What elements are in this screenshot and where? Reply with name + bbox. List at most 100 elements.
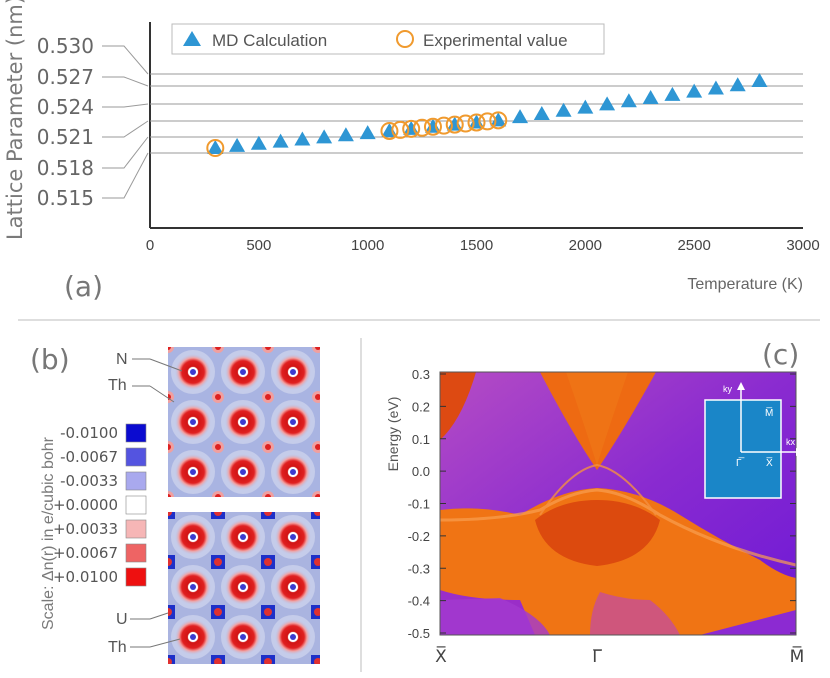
experimental-point [434, 116, 453, 135]
experimental-point [206, 139, 225, 157]
panel-a: Lattice Parameter (nm) 0.5300.5270.5240.… [3, 0, 820, 303]
scale-value: +0.0067 [53, 544, 118, 562]
md-point [686, 83, 703, 98]
panel-a-legend: MD Calculation Experimental value [171, 23, 605, 55]
md-point [533, 105, 550, 120]
md-point [359, 125, 376, 140]
scale-swatch [125, 471, 147, 491]
legend-md-marker-icon [183, 31, 201, 46]
legend-exp-label: Experimental value [423, 31, 568, 50]
atom-label-u: U [116, 611, 128, 628]
panel-c-xtick: Γ̅ [592, 647, 602, 667]
panel-c-ytick: 0.1 [412, 432, 430, 447]
experimental-point [380, 121, 399, 140]
legend-md-label: MD Calculation [212, 31, 327, 50]
inset-gamma-label: Γ̅ [736, 457, 745, 469]
panel-a-xlabel: Temperature (K) [687, 276, 803, 293]
experimental-point [445, 115, 464, 134]
inset-m-label: M̅ [765, 407, 773, 419]
atom-label-n: N [116, 351, 128, 368]
leader-line [102, 152, 149, 199]
xtick-label: 1500 [460, 237, 493, 254]
panel-b: (b) Scale: Δn(r) in e/cubic bohr -0.0100… [30, 343, 320, 664]
md-point [337, 127, 354, 142]
scale-swatch [125, 495, 147, 515]
panel-c-ytick: -0.4 [408, 594, 430, 609]
ky-arrow-icon [737, 382, 745, 390]
panel-b-color-scale: -0.0100 -0.0067 -0.0033 +0.0000 +0.0033 +0.00… [53, 423, 147, 587]
xtick-label: 0 [146, 237, 154, 254]
leader-line [102, 103, 149, 108]
scale-swatch [125, 519, 147, 539]
experimental-point [456, 114, 475, 133]
panel-a-ytick-labels: 0.530 0.527 0.524 0.521 0.518 0.515 [37, 34, 94, 210]
leader-line [102, 136, 149, 169]
leader-line [102, 76, 149, 87]
panel-c-ytick: -0.5 [408, 626, 430, 641]
md-point [512, 109, 529, 124]
md-point [642, 90, 659, 105]
leader-line [102, 120, 149, 138]
scale-swatch [125, 543, 147, 563]
panel-a-ylabel: Lattice Parameter (nm) [3, 0, 27, 240]
panel-c-ytick: -0.2 [408, 529, 430, 544]
ytick-label: 0.515 [37, 186, 94, 210]
atom-label-th-bottom: Th [108, 639, 127, 656]
band-structure-map [440, 372, 796, 635]
panel-c-ytick: 0.2 [412, 399, 430, 414]
scale-swatch [125, 423, 147, 443]
inset-x-label: X̅ [766, 457, 773, 469]
panel-b-scale-label: Scale: Δn(r) in e/cubic bohr [40, 436, 57, 630]
scale-value: +0.0100 [53, 568, 118, 586]
leader-line [102, 45, 149, 75]
xtick-label: 2500 [677, 237, 710, 254]
experimental-point [391, 120, 410, 139]
ytick-label: 0.530 [37, 34, 94, 58]
experimental-point [478, 112, 497, 131]
legend-exp-marker-icon [396, 30, 414, 48]
experimental-point [413, 118, 432, 137]
panel-c: (c) Energy (eV) 0.30.20.10.0-0.1-0.2-0 [385, 338, 804, 667]
md-point [577, 99, 594, 114]
panel-c-ytick: 0.0 [412, 464, 430, 479]
kx-arrow-icon [796, 448, 804, 456]
md-point [207, 140, 224, 154]
experimental-series [206, 111, 508, 157]
scale-value: -0.0100 [60, 424, 118, 442]
bottom-charge-density-map [168, 512, 320, 664]
panel-c-ytick: 0.3 [412, 367, 430, 382]
scale-swatch [125, 567, 147, 587]
panel-c-xtick: X̅ [435, 645, 447, 667]
experimental-point [402, 119, 421, 138]
ytick-label: 0.521 [37, 125, 94, 149]
xtick-label: 2000 [569, 237, 602, 254]
xtick-label: 1000 [351, 237, 384, 254]
panel-b-tag: (b) [30, 343, 70, 376]
md-point [751, 73, 768, 87]
experimental-point [423, 117, 442, 136]
md-point [294, 131, 311, 146]
panel-c-ytick: -0.3 [408, 561, 430, 576]
panel-c-tag: (c) [762, 338, 799, 371]
experimental-point [489, 111, 508, 130]
panel-a-tag: (a) [64, 270, 103, 303]
md-point [664, 86, 681, 101]
panel-c-ylabel: Energy (eV) [385, 397, 401, 472]
md-point [599, 96, 616, 111]
panel-c-xtick-labels: X̅ Γ̅ M̅ [435, 645, 804, 667]
ytick-label: 0.527 [37, 65, 94, 89]
md-point [272, 133, 289, 148]
scale-swatch [125, 447, 147, 467]
panel-c-ytick-labels: 0.3 0.2 0.1 0.0 -0.1 -0.2 -0.3 -0.4 -0.5 [408, 367, 796, 641]
scale-value: +0.0000 [53, 496, 118, 514]
inset-ky-label: ky [723, 384, 733, 394]
md-point [555, 102, 572, 117]
ytick-label: 0.518 [37, 156, 94, 180]
scale-value: +0.0033 [53, 520, 118, 538]
inset-kx-label: kx [786, 437, 796, 447]
panel-a-xtick-labels: 0 500 1000 1500 2000 2500 3000 [146, 237, 820, 254]
md-point [729, 77, 746, 92]
md-point [707, 80, 724, 95]
md-point [229, 137, 246, 152]
ytick-label: 0.524 [37, 95, 94, 119]
